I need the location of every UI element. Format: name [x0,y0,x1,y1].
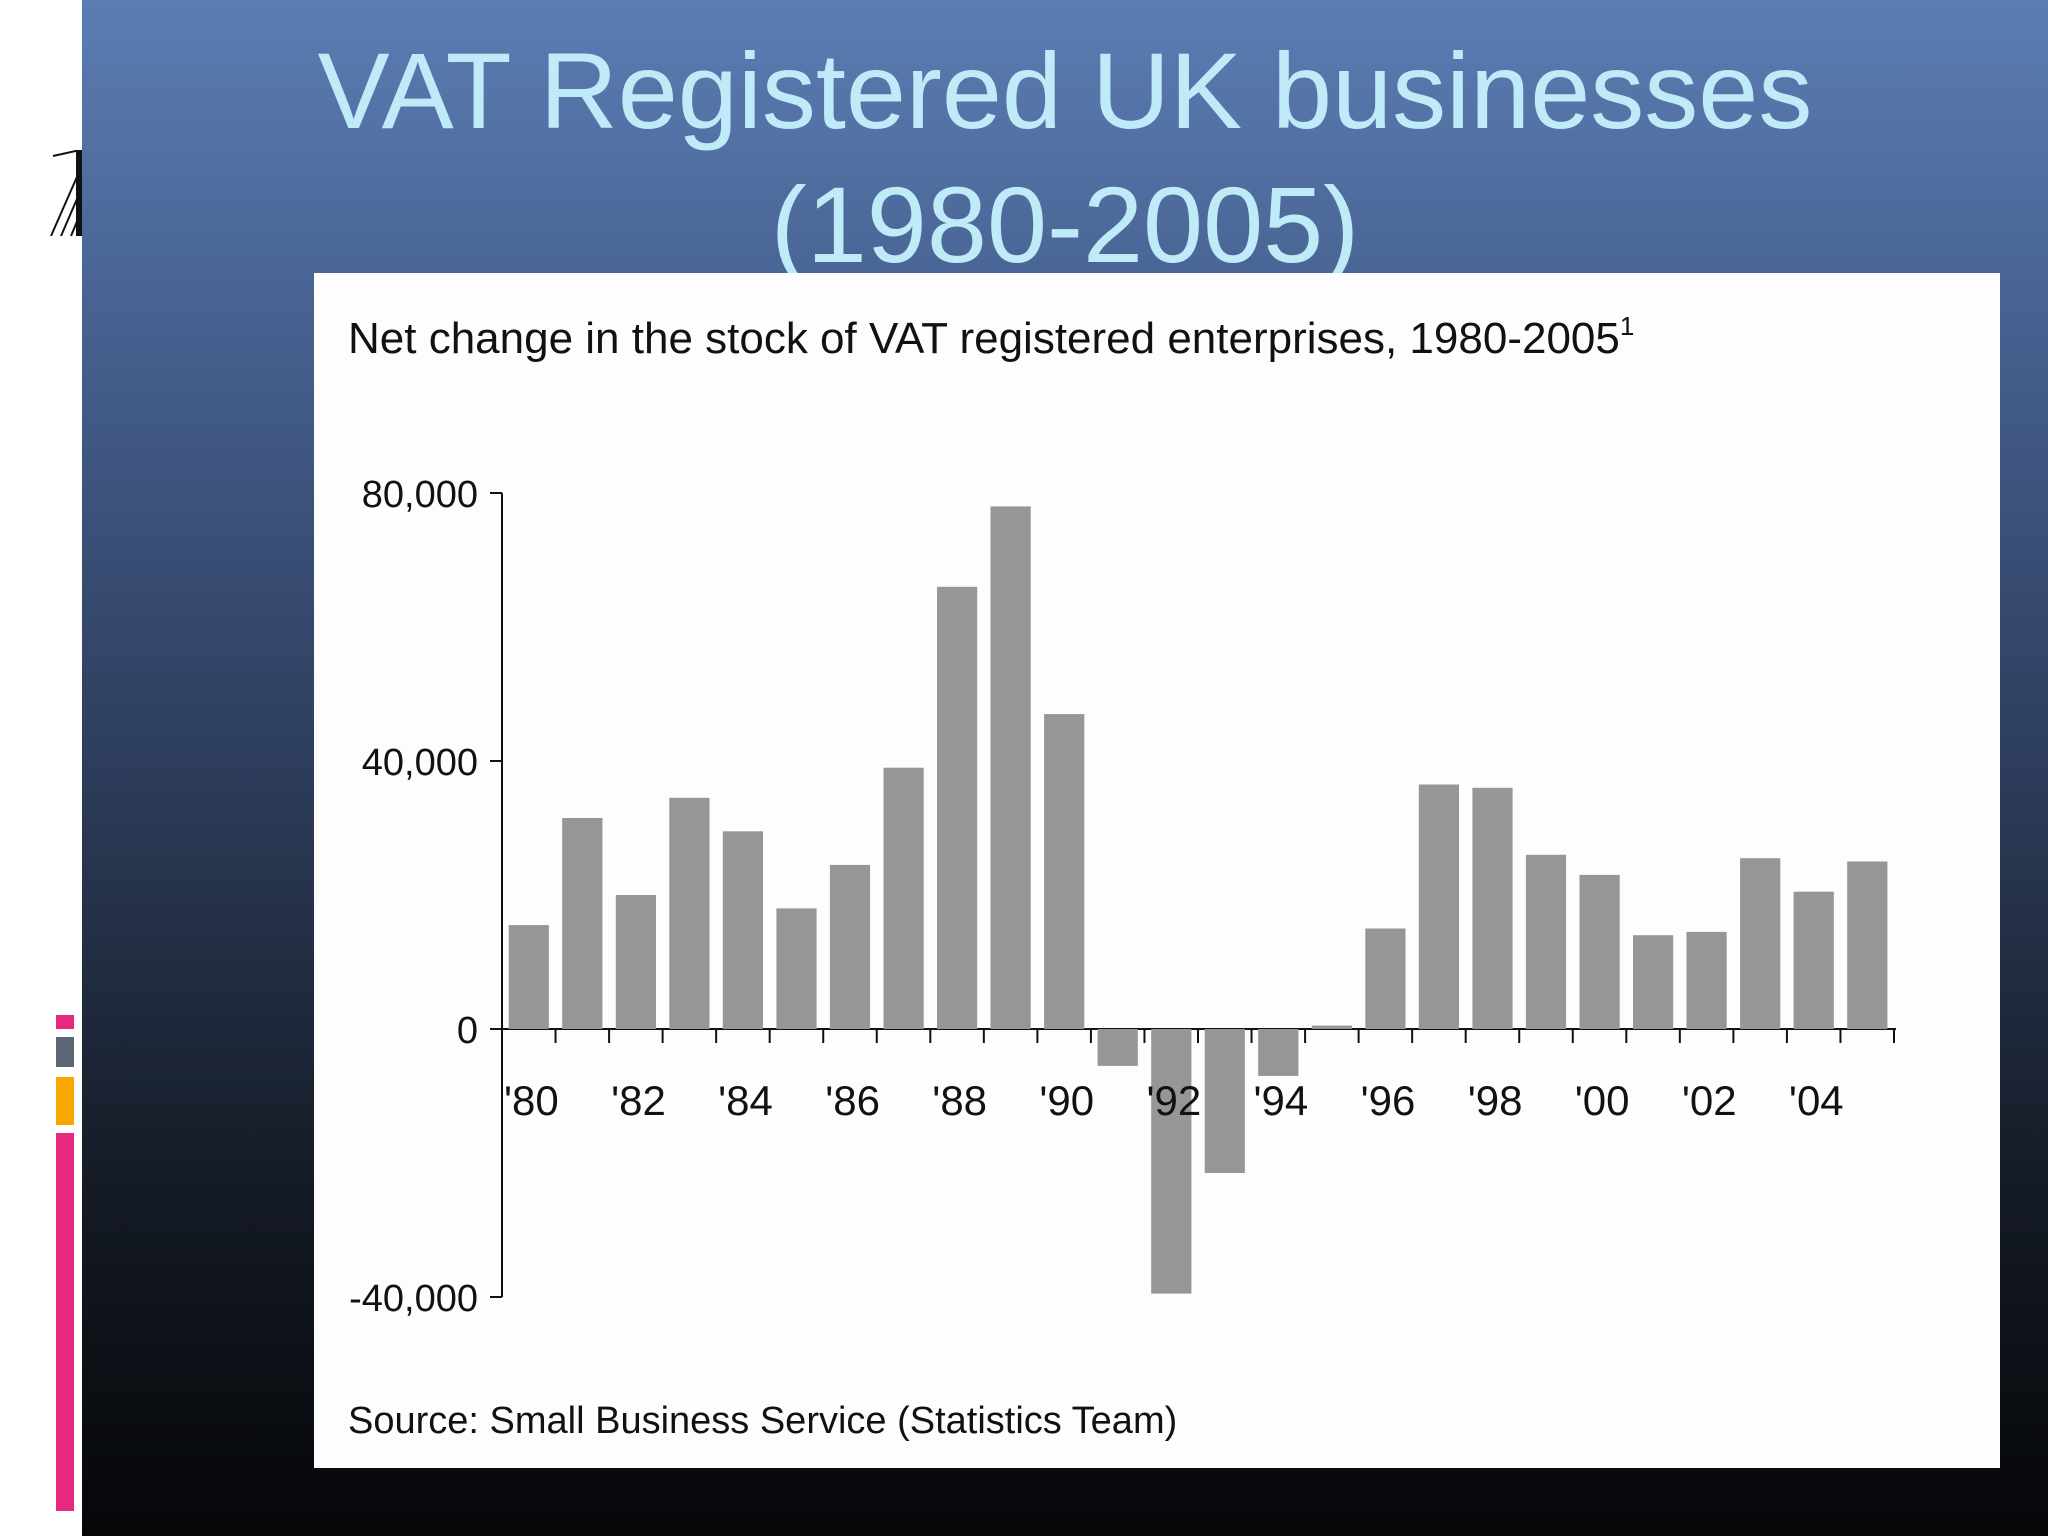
y-tick-label: -40,000 [349,1278,478,1320]
x-axis-ticks: '80 '82 '84 '86 '88 '90 '92 '94 '96 '98 '00 '02 '04 [501,1029,1895,1124]
bar-1999 [1525,854,1567,1029]
bar-1990 [1044,714,1085,1029]
bar-1998 [1472,787,1513,1029]
accent-color-bars [56,1015,74,1511]
x-tick-label: '86 [825,1077,880,1124]
x-tick-label: '84 [718,1077,773,1124]
bar-1989 [990,506,1031,1029]
x-tick-label: '94 [1254,1077,1309,1124]
bar-1980 [508,925,549,1029]
bar-1982 [615,895,656,1029]
x-tick-label: '00 [1575,1077,1630,1124]
bar-1994 [1258,1029,1299,1076]
decorative-lines-icon [50,150,82,236]
x-tick-label: '96 [1361,1077,1416,1124]
y-tick-label: 80,000 [362,474,478,516]
bar-1991 [1097,1029,1138,1066]
slide-title-line-2: (1980-2005) [770,164,1360,285]
accent-bar-pink-top [56,1015,74,1029]
bar-2002 [1686,931,1727,1029]
bar-1983 [669,797,710,1029]
y-tick-label: 40,000 [362,742,478,784]
chart-source-note: Source: Small Business Service (Statisti… [348,1400,1177,1442]
bar-2004 [1793,891,1834,1029]
chart-axes [501,493,1896,1297]
bar-chart: Net change in the stock of VAT registere… [348,311,1896,1442]
bar-1986 [829,864,871,1029]
chart-panel: Net change in the stock of VAT registere… [314,273,2000,1468]
bar-1992 [1151,1029,1192,1294]
bar-1993 [1204,1029,1245,1173]
x-tick-label: '90 [1039,1077,1094,1124]
x-tick-label: '92 [1146,1077,1201,1124]
x-tick-label: '02 [1682,1077,1737,1124]
accent-bar-pink [56,1133,74,1511]
bar-1987 [883,767,924,1029]
y-tick-label: 0 [457,1010,478,1052]
chart-title-text: Net change in the stock of VAT registere… [348,314,1620,363]
slide-title-line-1: VAT Registered UK businesses [317,30,1813,151]
bar-1985 [776,908,817,1029]
x-tick-label: '88 [932,1077,987,1124]
accent-bar-grey [56,1037,74,1067]
chart-title: Net change in the stock of VAT registere… [348,311,1634,363]
x-tick-label: '04 [1789,1077,1844,1124]
bar-1995 [1311,1025,1352,1029]
bar-2005 [1847,861,1888,1029]
bar-2003 [1740,858,1781,1029]
x-tick-label: '98 [1468,1077,1523,1124]
bar-1984 [722,831,763,1029]
slide-background: VAT Registered UK businesses (1980-2005)… [82,0,2048,1536]
bar-1988 [937,586,978,1029]
chart-bars [508,506,1888,1294]
bar-1981 [562,818,603,1029]
y-axis-ticks: -40,000 0 40,000 80,000 [349,474,502,1320]
bar-2000 [1579,874,1620,1029]
bar-1996 [1365,928,1406,1029]
x-tick-label: '82 [611,1077,666,1124]
x-tick-label: '80 [504,1077,559,1124]
accent-bar-orange [56,1077,74,1125]
bar-2001 [1633,935,1674,1029]
chart-title-superscript: 1 [1620,311,1634,341]
bar-1997 [1418,784,1459,1029]
slide-title: VAT Registered UK businesses (1980-2005) [82,24,2048,292]
